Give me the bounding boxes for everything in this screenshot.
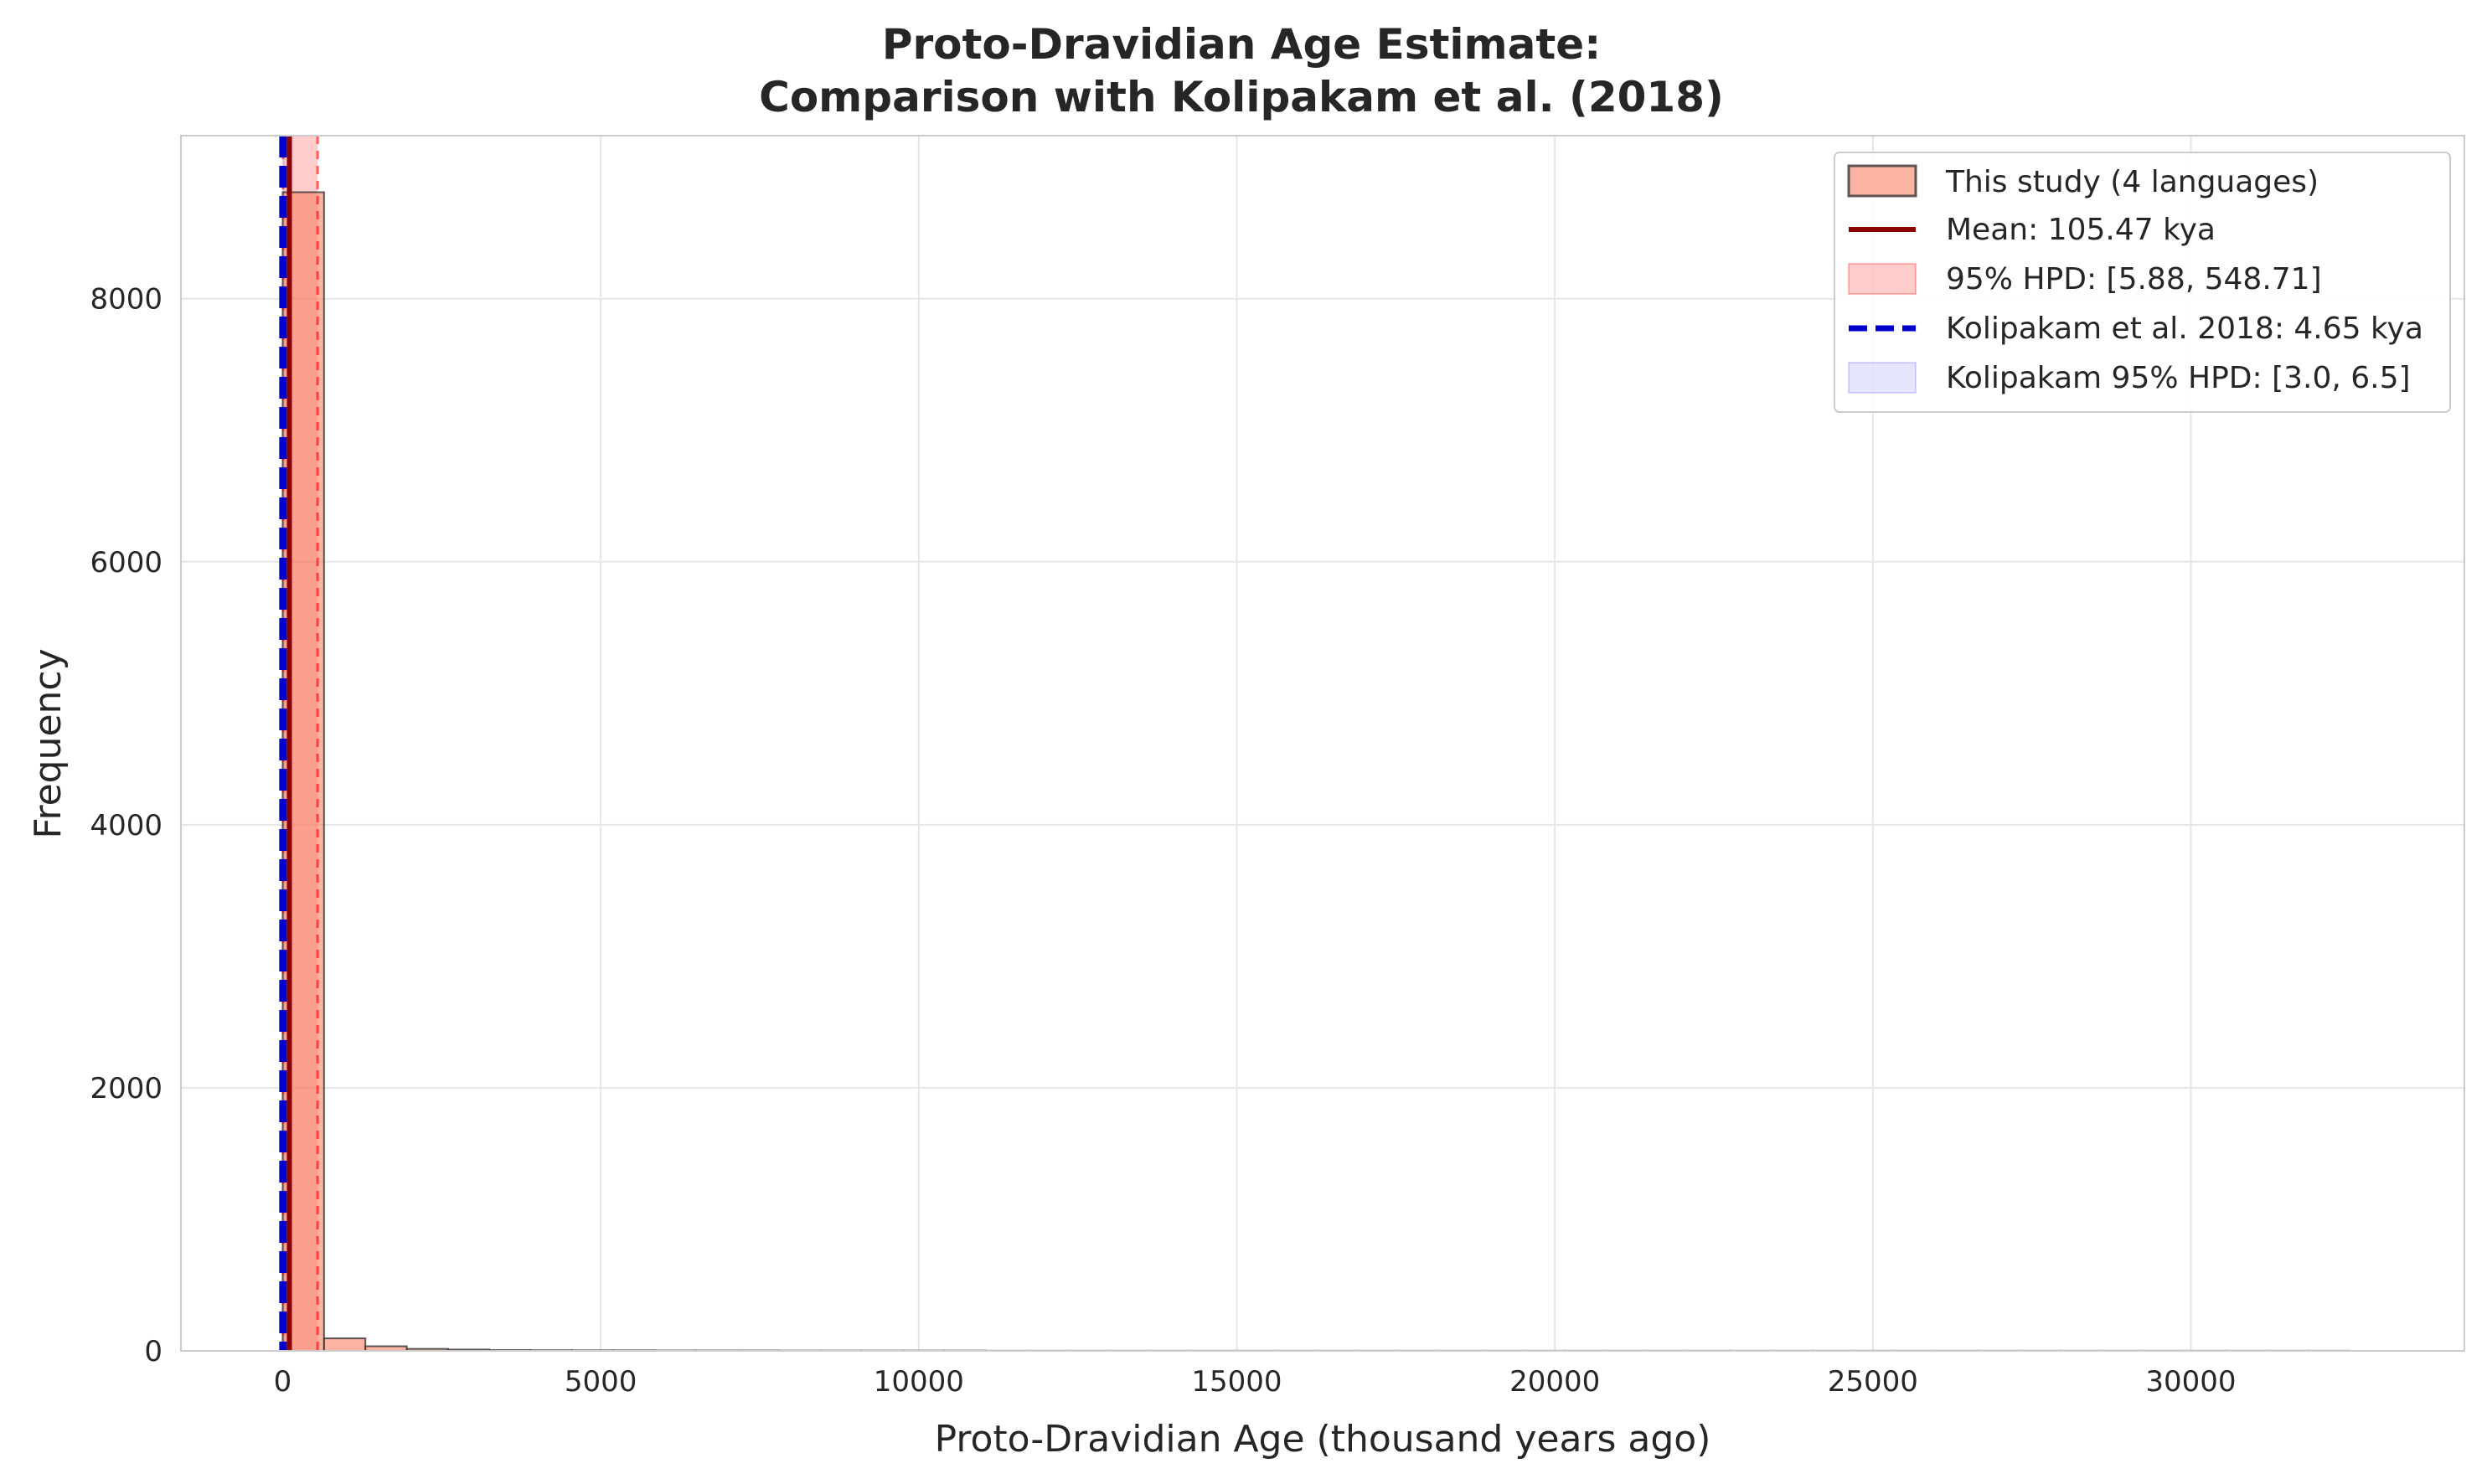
x-tick-label: 0 xyxy=(274,1365,292,1399)
y-axis-ticks: 0 2000 4000 6000 8000 xyxy=(90,283,163,1368)
y-tick-label: 6000 xyxy=(90,546,163,580)
x-axis-label: Proto-Dravidian Age (thousand years ago) xyxy=(935,1418,1711,1461)
legend-swatch-hpd xyxy=(1848,263,1917,295)
legend-label-reference-hpd: Kolipakam 95% HPD: [3.0, 6.5] xyxy=(1946,361,2411,395)
x-tick-label: 10000 xyxy=(874,1365,964,1399)
legend: This study (4 languages) Mean: 105.47 ky… xyxy=(1834,152,2451,413)
y-tick-label: 8000 xyxy=(90,283,163,317)
legend-label-mean: Mean: 105.47 kya xyxy=(1946,213,2216,247)
legend-swatch-histogram xyxy=(1847,164,1917,198)
y-axis-label: Frequency xyxy=(27,648,70,838)
plot-frame xyxy=(180,135,2465,1352)
x-axis-ticks: 0 5000 10000 15000 20000 25000 30000 xyxy=(274,1365,2237,1399)
x-tick-label: 20000 xyxy=(1509,1365,1600,1399)
x-tick-label: 15000 xyxy=(1191,1365,1282,1399)
y-tick-label: 2000 xyxy=(90,1072,163,1105)
legend-label-histogram: This study (4 languages) xyxy=(1945,165,2319,199)
x-tick-label: 25000 xyxy=(1828,1365,1918,1399)
legend-box xyxy=(1834,152,2451,413)
chart-title-line-2: Comparison with Kolipakam et al. (2018) xyxy=(759,73,1724,121)
legend-label-hpd: 95% HPD: [5.88, 548.71] xyxy=(1946,262,2322,296)
legend-label-reference: Kolipakam et al. 2018: 4.65 kya xyxy=(1946,312,2423,346)
chart-title-line-1: Proto-Dravidian Age Estimate: xyxy=(882,20,1601,69)
x-tick-label: 30000 xyxy=(2145,1365,2236,1399)
x-tick-label: 5000 xyxy=(565,1365,637,1399)
y-tick-label: 0 xyxy=(144,1335,163,1368)
legend-swatch-reference-hpd xyxy=(1848,362,1917,394)
reference-lines xyxy=(279,136,319,1351)
y-tick-label: 4000 xyxy=(90,809,163,842)
histogram-bar xyxy=(322,1337,367,1352)
